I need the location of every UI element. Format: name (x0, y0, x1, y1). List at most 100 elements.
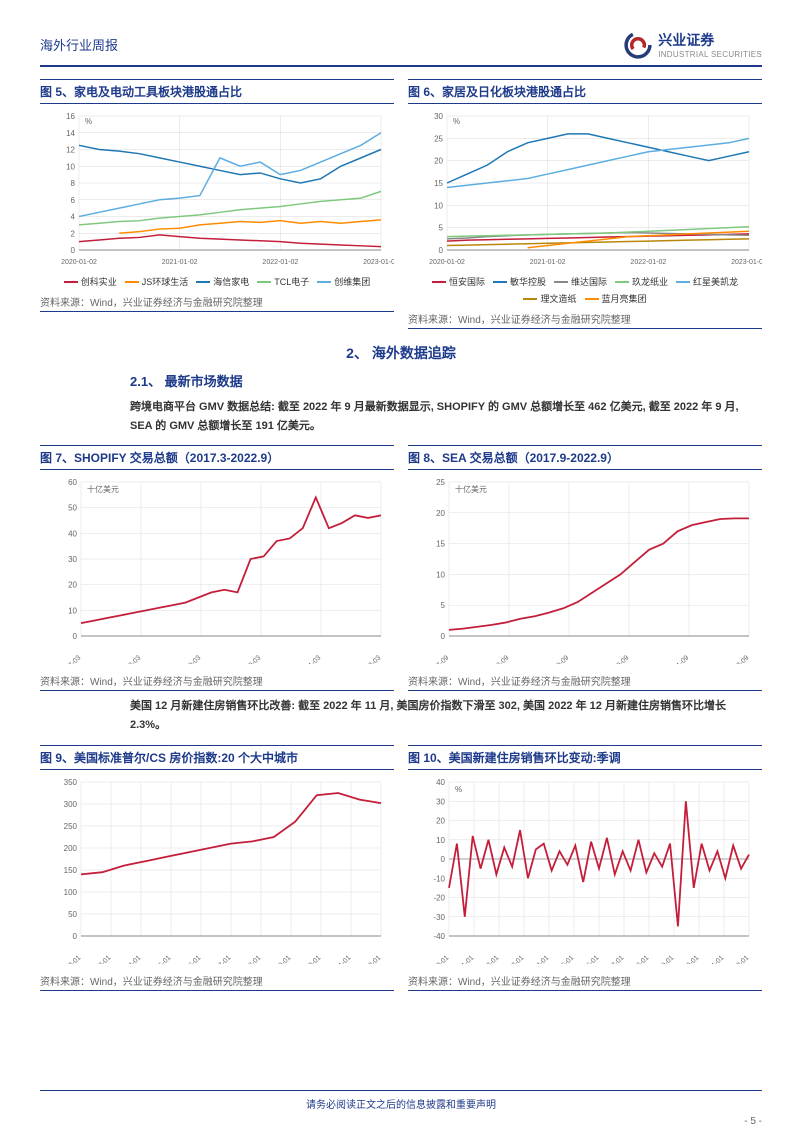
paragraph-gmv: 跨境电商平台 GMV 数据总结: 截至 2022 年 9 月最新数据显示, SH… (130, 398, 762, 435)
svg-text:10: 10 (434, 201, 443, 210)
svg-text:2021-01: 2021-01 (702, 954, 725, 964)
svg-text:十亿美元: 十亿美元 (455, 484, 487, 494)
svg-text:0: 0 (441, 632, 446, 641)
svg-text:2019-01: 2019-01 (652, 954, 675, 964)
fig6-source: 资料来源：Wind，兴业证券经济与金融研究院整理 (408, 309, 762, 329)
svg-text:2018-03: 2018-03 (119, 655, 142, 665)
brand-logo: 兴业证券 INDUSTRIAL SECURITIES (624, 30, 762, 59)
svg-text:2021-01-02: 2021-01-02 (530, 259, 566, 266)
fig8-chart: 05101520252017-092018-092019-092020-0920… (408, 474, 762, 664)
svg-text:0: 0 (439, 246, 444, 255)
charts-row-1: 图 5、家电及电动工具板块港股通占比 02468101214162020-01-… (40, 79, 762, 329)
fig9-panel: 图 9、美国标准普尔/CS 房价指数:20 个大中城市 050100150200… (40, 745, 394, 991)
svg-text:200: 200 (64, 844, 78, 853)
svg-text:5: 5 (439, 224, 444, 233)
svg-text:50: 50 (68, 504, 77, 513)
svg-text:-30: -30 (433, 913, 445, 922)
svg-text:2022-03: 2022-03 (359, 655, 382, 665)
svg-text:40: 40 (436, 778, 445, 787)
svg-text:2022-01: 2022-01 (359, 954, 382, 964)
page-number: - 5 - (744, 1116, 762, 1127)
fig6-legend: 恒安国际敏华控股维达国际玖龙纸业红星美凯龙理文造纸蓝月亮集团 (408, 273, 762, 307)
svg-text:2019-01: 2019-01 (269, 954, 292, 964)
svg-text:2017-01: 2017-01 (602, 954, 625, 964)
svg-text:2021-09: 2021-09 (667, 655, 690, 665)
fig6-title: 图 6、家居及日化板块港股通占比 (408, 79, 762, 104)
svg-text:2020-01: 2020-01 (677, 954, 700, 964)
fig6-panel: 图 6、家居及日化板块港股通占比 0 5 10 15 20 25 30 2020-01-02 2… (408, 79, 762, 329)
fig7-title: 图 7、SHOPIFY 交易总额（2017.3-2022.9） (40, 445, 394, 470)
svg-text:15: 15 (434, 179, 443, 188)
svg-text:%: % (453, 117, 460, 126)
fig10-source: 资料来源：Wind，兴业证券经济与金融研究院整理 (408, 971, 762, 991)
svg-text:2023-01-02: 2023-01-02 (363, 259, 394, 266)
svg-text:0: 0 (73, 632, 78, 641)
svg-text:20: 20 (434, 157, 443, 166)
svg-text:2022-01-02: 2022-01-02 (262, 259, 298, 266)
svg-text:2012-01: 2012-01 (477, 954, 500, 964)
svg-text:2022-01: 2022-01 (727, 954, 750, 964)
svg-text:2021-01-02: 2021-01-02 (162, 259, 198, 266)
svg-text:14: 14 (66, 129, 75, 138)
svg-text:16: 16 (66, 112, 75, 121)
svg-text:2010-01: 2010-01 (427, 954, 450, 964)
svg-text:10: 10 (436, 836, 445, 845)
svg-text:2018-01: 2018-01 (627, 954, 650, 964)
svg-text:50: 50 (68, 910, 77, 919)
section-2-1-heading: 2.1、 最新市场数据 (130, 371, 762, 390)
svg-text:2018-09: 2018-09 (487, 655, 510, 665)
fig9-chart: 0501001502002503003502012-012013-012014-… (40, 774, 394, 964)
svg-text:2014-01: 2014-01 (527, 954, 550, 964)
fig6-chart: 0 5 10 15 20 25 30 2020-01-02 2021-01-02 2022-01-… (408, 108, 762, 268)
fig5-title: 图 5、家电及电动工具板块港股通占比 (40, 79, 394, 104)
svg-text:250: 250 (64, 822, 78, 831)
svg-text:12: 12 (66, 146, 75, 155)
fig9-title: 图 9、美国标准普尔/CS 房价指数:20 个大中城市 (40, 745, 394, 770)
svg-text:2020-01-02: 2020-01-02 (429, 259, 465, 266)
svg-text:0: 0 (71, 246, 76, 255)
svg-text:4: 4 (71, 213, 76, 222)
svg-text:60: 60 (68, 478, 77, 487)
svg-text:2012-01: 2012-01 (59, 954, 82, 964)
svg-text:25: 25 (436, 478, 445, 487)
svg-text:-40: -40 (433, 932, 445, 941)
svg-text:2017-03: 2017-03 (59, 655, 82, 665)
svg-text:%: % (85, 117, 92, 126)
svg-text:2019-09: 2019-09 (547, 655, 570, 665)
fig5-chart: 02468101214162020-01-022021-01-022022-01… (40, 108, 394, 268)
svg-text:2011-01: 2011-01 (453, 954, 476, 964)
svg-text:25: 25 (434, 134, 443, 143)
fig7-source: 资料来源：Wind，兴业证券经济与金融研究院整理 (40, 671, 394, 691)
svg-text:2013-01: 2013-01 (502, 954, 525, 964)
fig8-source: 资料来源：Wind，兴业证券经济与金融研究院整理 (408, 671, 762, 691)
svg-text:10: 10 (66, 162, 75, 171)
fig5-source: 资料来源：Wind，兴业证券经济与金融研究院整理 (40, 292, 394, 312)
svg-text:2021-01: 2021-01 (329, 954, 352, 964)
charts-row-3: 图 9、美国标准普尔/CS 房价指数:20 个大中城市 050100150200… (40, 745, 762, 991)
svg-text:2021-03: 2021-03 (299, 655, 322, 665)
fig5-legend: 创科实业JS环球生活海信家电TCL电子创维集团 (40, 273, 394, 290)
svg-text:-10: -10 (433, 874, 445, 883)
svg-text:2019-03: 2019-03 (179, 655, 202, 665)
report-category: 海外行业周报 (40, 35, 118, 54)
brand-name: 兴业证券 (658, 30, 762, 50)
svg-text:2014-01: 2014-01 (119, 954, 142, 964)
svg-text:2022-01-02: 2022-01-02 (630, 259, 666, 266)
svg-text:2020-03: 2020-03 (239, 655, 262, 665)
fig10-title: 图 10、美国新建住房销售环比变动:季调 (408, 745, 762, 770)
fig7-chart: 01020304050602017-032018-032019-032020-0… (40, 474, 394, 664)
fig5-panel: 图 5、家电及电动工具板块港股通占比 02468101214162020-01-… (40, 79, 394, 329)
svg-text:6: 6 (71, 196, 76, 205)
svg-text:30: 30 (436, 797, 445, 806)
svg-text:2022-09: 2022-09 (727, 655, 750, 665)
svg-text:2020-01: 2020-01 (299, 954, 322, 964)
brand-name-en: INDUSTRIAL SECURITIES (658, 50, 762, 59)
fig8-title: 图 8、SEA 交易总额（2017.9-2022.9） (408, 445, 762, 470)
svg-text:2017-01: 2017-01 (209, 954, 232, 964)
svg-text:2020-01-02: 2020-01-02 (61, 259, 97, 266)
svg-text:30: 30 (434, 112, 443, 121)
svg-text:2018-01: 2018-01 (239, 954, 262, 964)
svg-text:20: 20 (436, 509, 445, 518)
logo-icon (624, 31, 652, 59)
fig10-panel: 图 10、美国新建住房销售环比变动:季调 -40-30-20-100102030… (408, 745, 762, 991)
